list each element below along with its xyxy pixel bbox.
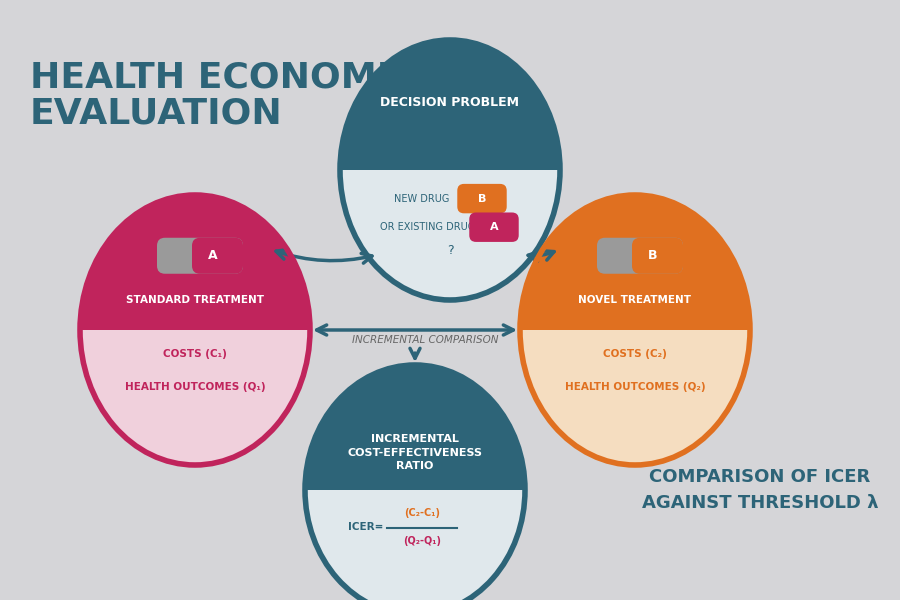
Text: NEW DRUG: NEW DRUG [394,194,450,203]
FancyBboxPatch shape [157,238,243,274]
Polygon shape [340,170,560,300]
Polygon shape [340,40,560,170]
Text: SHOULD THE NHS FUND: SHOULD THE NHS FUND [391,158,509,169]
Text: A: A [208,249,218,262]
Text: A: A [490,222,499,232]
Text: ICER=: ICER= [347,523,383,533]
Polygon shape [305,490,525,600]
Text: COSTS (C₁): COSTS (C₁) [163,349,227,359]
Text: COMPARISON OF ICER
AGAINST THRESHOLD λ: COMPARISON OF ICER AGAINST THRESHOLD λ [642,469,878,511]
Text: (C₂-C₁): (C₂-C₁) [404,509,440,518]
Text: STANDARD TREATMENT: STANDARD TREATMENT [126,295,264,305]
Text: (Q₂-Q₁): (Q₂-Q₁) [403,536,441,547]
FancyBboxPatch shape [457,184,507,214]
FancyBboxPatch shape [192,238,243,274]
Text: OR EXISTING DRUG: OR EXISTING DRUG [381,222,475,232]
FancyBboxPatch shape [597,238,683,274]
Text: HEALTH ECONOMIC
EVALUATION: HEALTH ECONOMIC EVALUATION [30,60,417,131]
Text: ?: ? [446,244,454,257]
Text: INCREMENTAL
COST-EFFECTIVENESS
RATIO: INCREMENTAL COST-EFFECTIVENESS RATIO [347,434,482,470]
Polygon shape [520,330,750,465]
Text: HEALTH OUTCOMES (Q₁): HEALTH OUTCOMES (Q₁) [125,382,266,392]
Polygon shape [80,195,310,330]
Text: B: B [648,249,657,262]
Text: B: B [478,194,486,203]
Text: DECISION PROBLEM: DECISION PROBLEM [381,96,519,109]
Polygon shape [80,330,310,465]
FancyBboxPatch shape [469,212,518,242]
Polygon shape [520,195,750,330]
Polygon shape [305,365,525,490]
FancyBboxPatch shape [632,238,683,274]
Text: COSTS (C₂): COSTS (C₂) [603,349,667,359]
Text: HEALTH OUTCOMES (Q₂): HEALTH OUTCOMES (Q₂) [564,382,706,392]
Text: NOVEL TREATMENT: NOVEL TREATMENT [579,295,691,305]
Text: INCREMENTAL COMPARISON: INCREMENTAL COMPARISON [352,335,499,345]
